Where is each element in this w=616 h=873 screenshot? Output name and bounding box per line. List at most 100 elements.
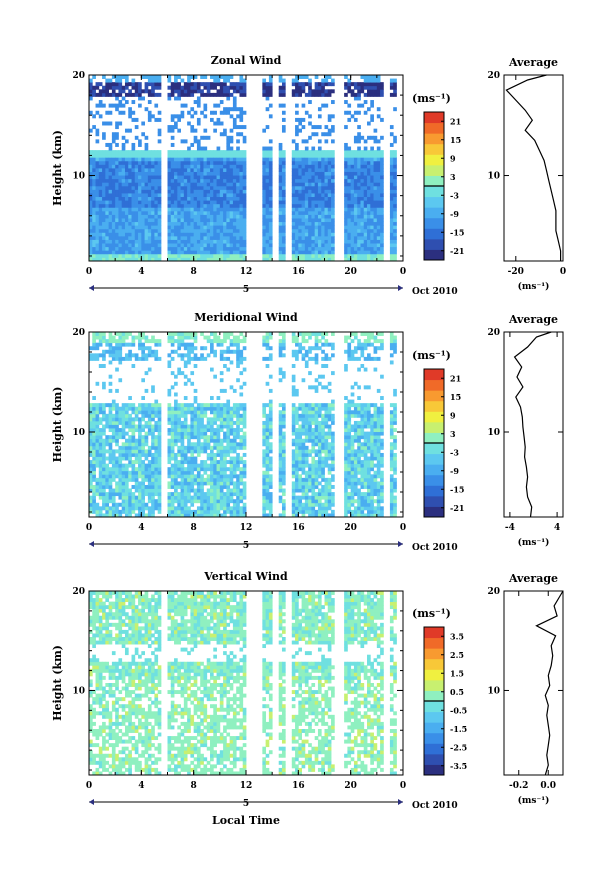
x-tick-label: 0	[400, 523, 406, 533]
x-tick-label: 4	[138, 523, 144, 533]
day-arrow-right	[398, 541, 403, 547]
x-tick-label: 0	[86, 267, 92, 277]
panel-title: Meridional Wind	[194, 311, 298, 324]
x-tick-label: 8	[191, 267, 197, 277]
panel-3: Vertical Wind 0 4 8 12 16 20 0 10 20 Height (km) 5 O…	[51, 570, 564, 827]
colorbar-tick-label: 15	[450, 135, 461, 145]
colorbar-tick-label: -21	[450, 503, 464, 513]
profile-frame	[503, 590, 564, 776]
profile-x-tick-label: -20	[508, 267, 524, 277]
profile-x-label: (ms⁻¹)	[518, 281, 550, 292]
x-tick-label: 0	[400, 781, 406, 791]
colorbar-tick-label: -15	[450, 484, 464, 494]
day-arrow-left	[89, 541, 94, 547]
panel-title: Vertical Wind	[203, 570, 288, 583]
heatmap-cells	[89, 75, 397, 262]
profile-x-tick-label: 0	[560, 267, 566, 277]
x-tick-label: 16	[292, 523, 305, 533]
x-tick-label: 4	[138, 267, 144, 277]
colorbar-tick-label: 15	[450, 392, 461, 402]
colorbar: (ms⁻¹) 21 15 9 3 -3 -9 -15 -21	[412, 349, 464, 518]
day-arrow-left	[89, 799, 94, 805]
colorbar-unit: (ms⁻¹)	[412, 607, 451, 620]
day-label: 5	[243, 541, 249, 551]
date-label: Oct 2010	[412, 543, 458, 553]
colorbar-tick-label: 21	[450, 116, 461, 126]
profile-y-tick-label: 10	[487, 172, 500, 182]
profile-y-tick-label: 20	[487, 587, 500, 597]
panel-2: Meridional Wind 0 4 8 12 16 20 0 10 20 Height (km)…	[51, 311, 564, 553]
date-label: Oct 2010	[412, 287, 458, 297]
colorbar-tick-label: 3.5	[450, 631, 464, 641]
x-tick-label: 12	[240, 781, 253, 791]
profile-x-tick-label: -0.2	[509, 781, 528, 791]
colorbar-tick-label: -3	[450, 190, 459, 200]
x-tick-label: 20	[344, 781, 357, 791]
colorbar-tick-label: -0.5	[450, 705, 467, 715]
profile-y-tick-label: 20	[487, 328, 500, 338]
profile-y-tick-label: 10	[487, 686, 500, 696]
colorbar-tick-label: 1.5	[450, 668, 464, 678]
average-profile: Average -20 0 10 20 (ms⁻¹)	[487, 56, 566, 292]
day-arrow-right	[398, 799, 403, 805]
colorbar-tick-label: 3	[450, 172, 456, 182]
colorbar-tick-label: 9	[450, 410, 456, 420]
colorbar-tick-label: 3	[450, 429, 456, 439]
colorbar-tick-label: -1.5	[450, 724, 467, 734]
colorbar-unit: (ms⁻¹)	[412, 92, 451, 105]
heatmap-cells	[89, 332, 397, 518]
day-arrow-right	[398, 285, 403, 291]
day-label: 5	[243, 799, 249, 809]
colorbar-tick-label: -21	[450, 246, 464, 256]
colorbar-tick-label: 2.5	[450, 650, 464, 660]
y-tick-label: 20	[72, 71, 85, 81]
colorbar-tick-label: -3	[450, 447, 459, 457]
y-axis-label: Height (km)	[51, 130, 64, 206]
x-tick-label: 16	[292, 267, 305, 277]
profile-y-tick-label: 20	[487, 71, 500, 81]
heatmap-cells	[89, 591, 397, 776]
x-tick-label: 0	[86, 523, 92, 533]
x-tick-label: 0	[400, 267, 406, 277]
profile-x-tick-label: 4	[554, 523, 560, 533]
y-tick-label: 10	[72, 686, 85, 696]
x-tick-label: 8	[191, 781, 197, 791]
x-tick-label: 4	[138, 781, 144, 791]
profile-title: Average	[508, 572, 558, 585]
colorbar-tick-label: 0.5	[450, 687, 464, 697]
profile-line	[535, 590, 564, 776]
y-tick-label: 10	[72, 428, 85, 438]
profile-title: Average	[508, 56, 558, 69]
colorbar-tick-label: -2.5	[450, 742, 467, 752]
average-profile: Average -4 4 10 20 (ms⁻¹)	[487, 313, 564, 548]
x-tick-label: 12	[240, 523, 253, 533]
average-profile: Average -0.2 0.0 10 20 (ms⁻¹)	[487, 572, 564, 806]
colorbar-tick-label: -9	[450, 209, 459, 219]
profile-x-tick-label: 0.0	[540, 781, 556, 791]
panel-title: Zonal Wind	[211, 54, 282, 67]
colorbar: (ms⁻¹) 21 15 9 3 -3 -9 -15 -21	[412, 92, 464, 261]
panel-1: Zonal Wind 0 4 8 12 16 20 0 10 20 Height (km) 5 Oct …	[51, 54, 566, 297]
colorbar-tick-label: -9	[450, 466, 459, 476]
x-tick-label: 0	[86, 781, 92, 791]
profile-title: Average	[508, 313, 558, 326]
colorbar: (ms⁻¹) 3.5 2.5 1.5 0.5 -0.5 -1.5 -2.5 -3.5	[412, 607, 467, 776]
profile-x-label: (ms⁻¹)	[518, 795, 550, 806]
profile-x-label: (ms⁻¹)	[518, 537, 550, 548]
day-arrow-left	[89, 285, 94, 291]
colorbar-unit: (ms⁻¹)	[412, 349, 451, 362]
x-axis-label: Local Time	[212, 814, 280, 827]
profile-x-tick-label: -4	[505, 523, 515, 533]
x-tick-label: 20	[344, 523, 357, 533]
y-tick-label: 20	[72, 328, 85, 338]
date-label: Oct 2010	[412, 801, 458, 811]
profile-y-tick-label: 10	[487, 428, 500, 438]
y-axis-label: Height (km)	[51, 387, 64, 463]
x-tick-label: 8	[191, 523, 197, 533]
y-tick-label: 10	[72, 172, 85, 182]
x-tick-label: 12	[240, 267, 253, 277]
day-label: 5	[243, 285, 249, 295]
x-tick-label: 20	[344, 267, 357, 277]
y-axis-label: Height (km)	[51, 645, 64, 721]
